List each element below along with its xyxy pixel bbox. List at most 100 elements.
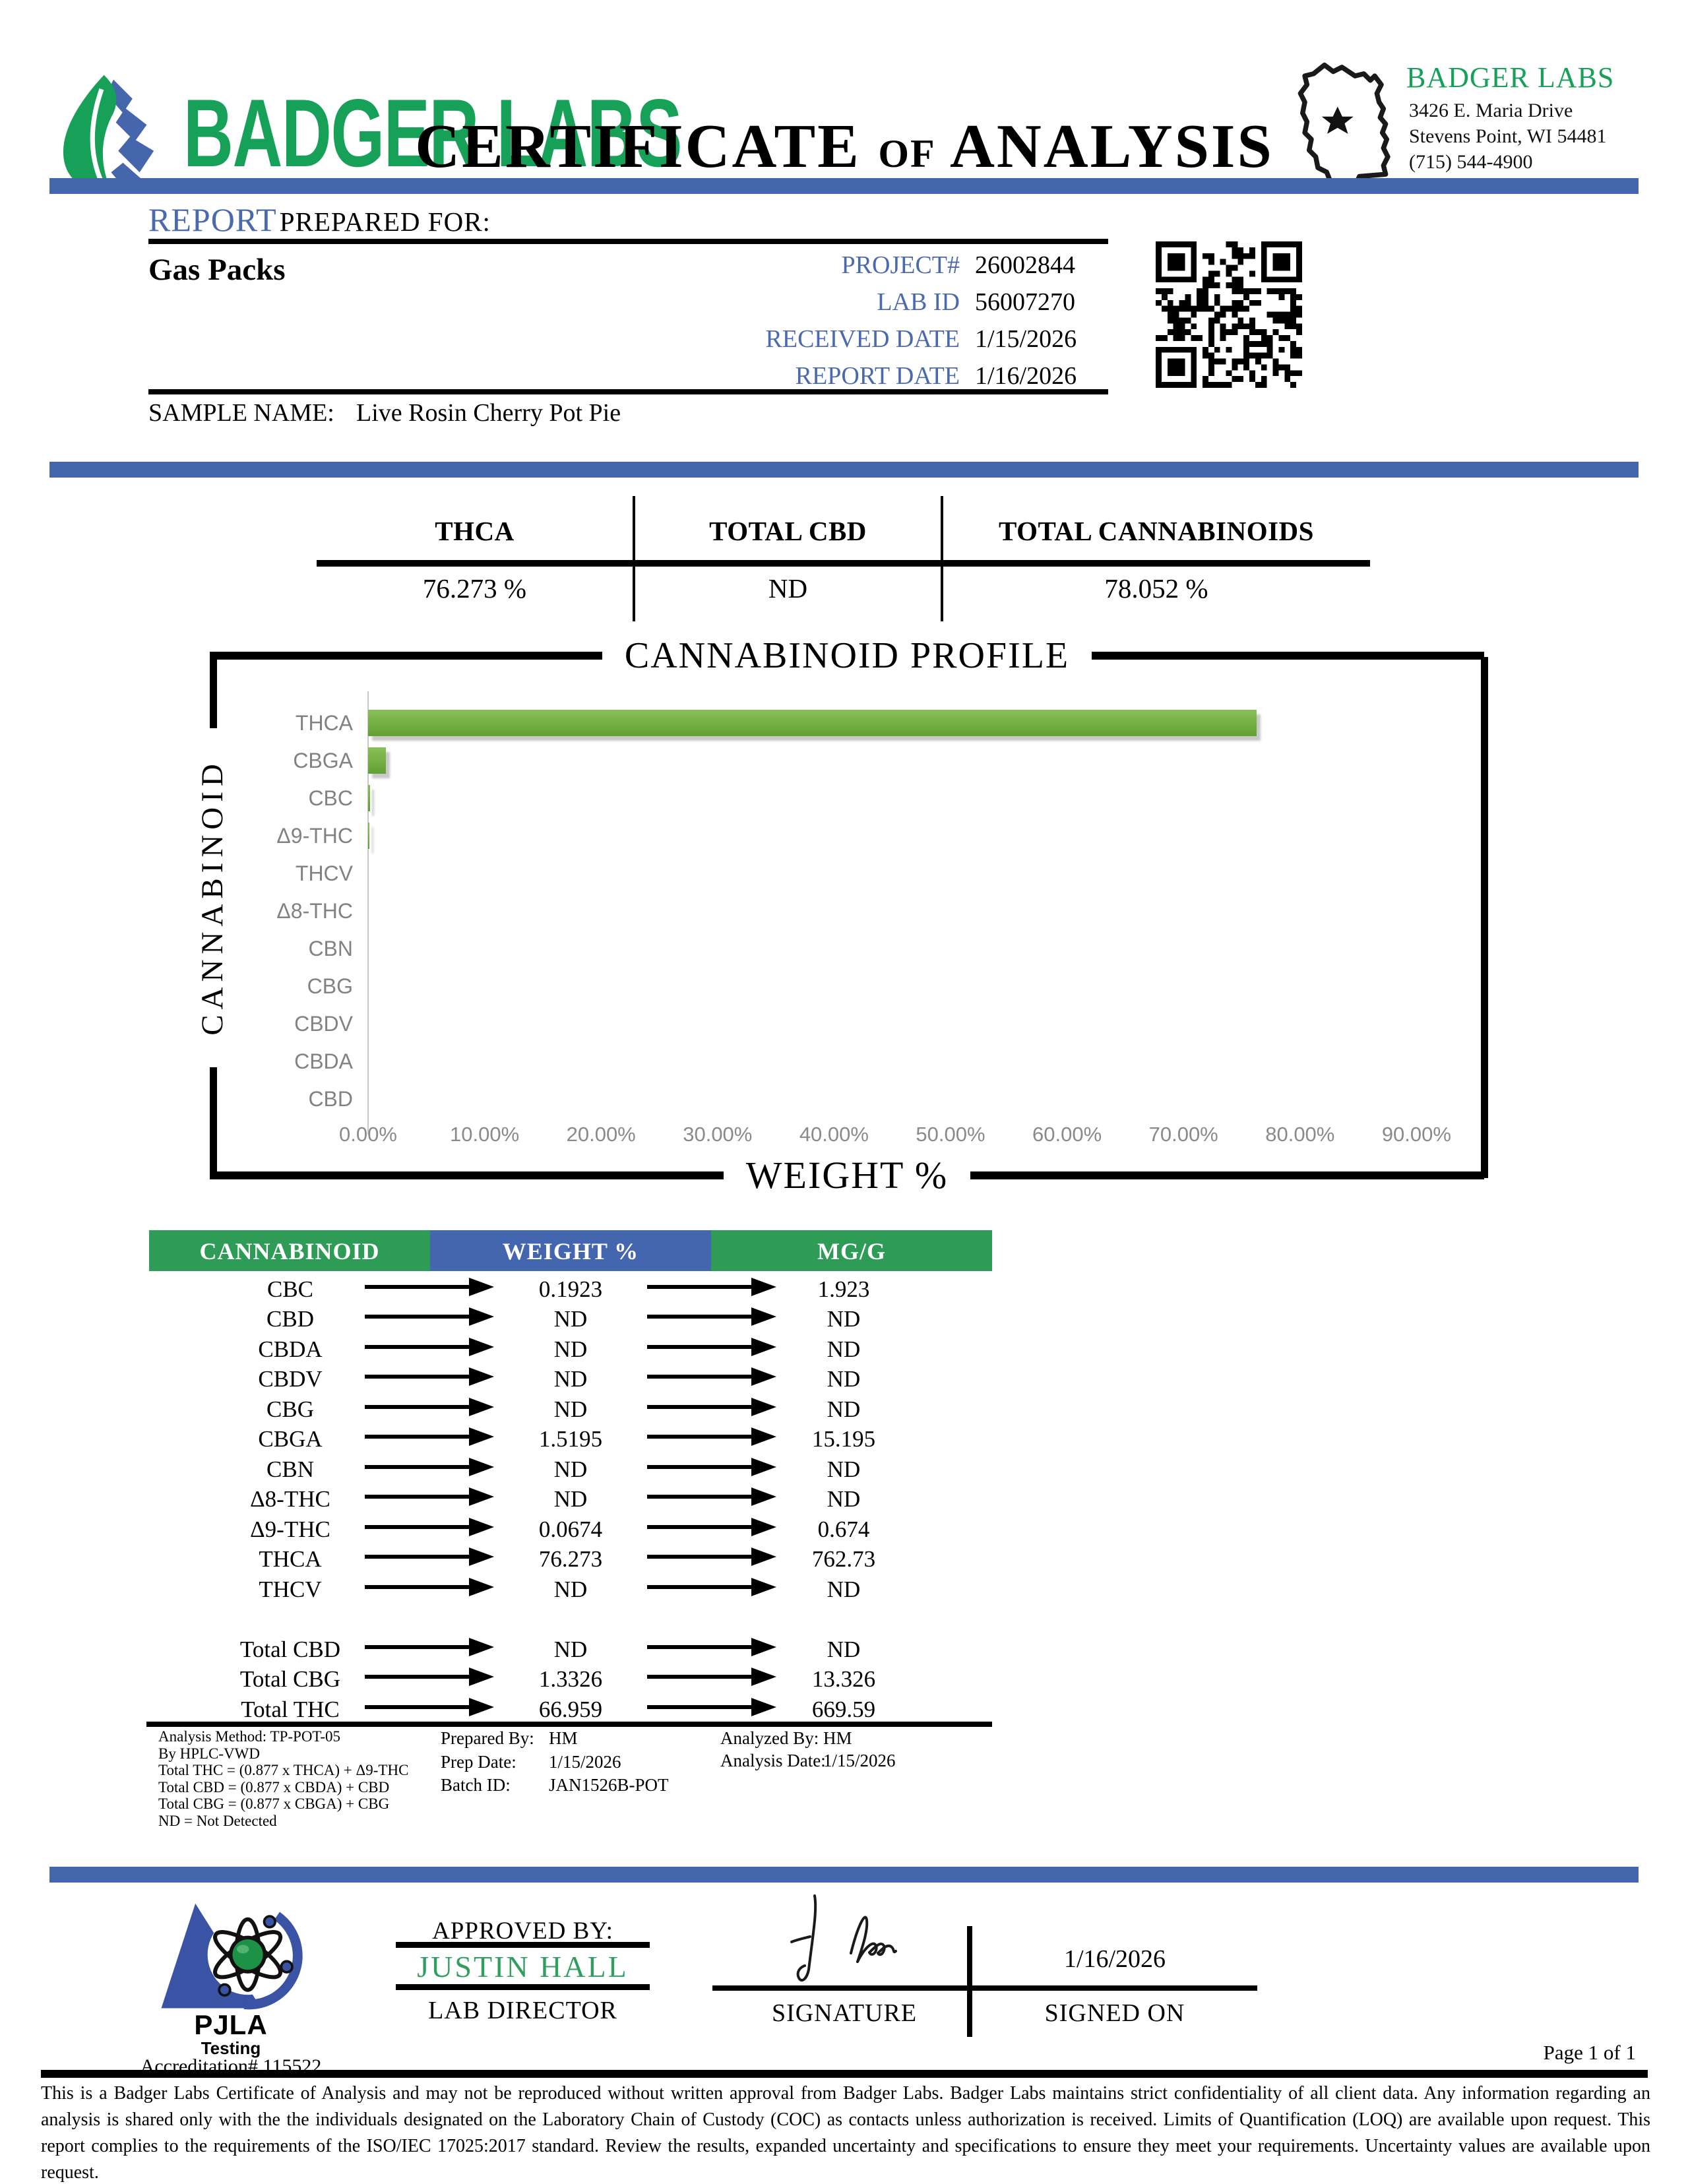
table-arrow-1 xyxy=(365,1486,497,1513)
lab-name: BADGER LABS xyxy=(1406,61,1615,94)
approved-line-bottom xyxy=(396,1984,650,1990)
table-cell-cannabinoid: CBC xyxy=(266,1276,314,1302)
table-cell-mgg: ND xyxy=(827,1336,861,1362)
table-row: THCA 76.273 762.73 xyxy=(148,1545,993,1575)
table-row: Total CBD ND ND xyxy=(148,1635,993,1665)
chart-bar xyxy=(368,747,386,774)
arrow-right-icon xyxy=(647,1367,776,1387)
chart-bar xyxy=(368,710,1257,736)
note-label: Batch ID: xyxy=(441,1775,511,1795)
chart-tick-label: 0.00% xyxy=(339,1123,397,1146)
table-cell-cannabinoid: THCA xyxy=(259,1546,322,1573)
table-cell-weight: ND xyxy=(553,1636,588,1662)
table-arrow-2 xyxy=(647,1516,778,1543)
arrow-right-icon xyxy=(647,1577,776,1596)
page-title: CERTIFICATE OF ANALYSIS xyxy=(415,112,1274,181)
page-number: Page 1 of 1 xyxy=(1543,2041,1636,2064)
chart-bar-row xyxy=(368,968,1417,1005)
pjla-sub: Testing xyxy=(201,2038,261,2058)
chart-tick-label: 50.00% xyxy=(916,1123,985,1146)
arrow-right-icon xyxy=(365,1577,494,1596)
table-row: Δ9-THC 0.0674 0.674 xyxy=(148,1514,993,1545)
method-note-line: Analysis Method: TP-POT-05 xyxy=(158,1728,341,1745)
chart-border-left-bottom xyxy=(210,1067,217,1178)
summary-thca: THCA 76.273 % xyxy=(317,496,633,621)
note-row: Prep Date: 1/15/2026 xyxy=(441,1752,621,1772)
report-field-label: PROJECT# xyxy=(841,251,960,279)
chart-axis-line xyxy=(367,691,369,1135)
signed-on-label: SIGNED ON xyxy=(1044,1999,1185,2027)
chart-bar-row xyxy=(368,780,1417,817)
arrow-right-icon xyxy=(365,1547,494,1567)
arrow-right-icon xyxy=(365,1367,494,1387)
signed-on-date: 1/16/2026 xyxy=(1063,1945,1166,1973)
table-cell-weight: ND xyxy=(553,1366,588,1392)
arrow-right-icon xyxy=(365,1337,494,1356)
method-note-line: Total CBG = (0.877 x CBGA) + CBG xyxy=(158,1795,390,1812)
signature-divider-vertical xyxy=(967,1926,972,2037)
table-header-weight: WEIGHT % xyxy=(430,1230,711,1271)
report-divider-line xyxy=(148,239,1108,244)
approved-line-top xyxy=(396,1942,650,1948)
report-field-value: 26002844 xyxy=(975,251,1075,279)
lab-address-line2: Stevens Point, WI 54481 xyxy=(1409,125,1607,147)
table-cell-weight: 1.5195 xyxy=(538,1426,603,1452)
approver-title: LAB DIRECTOR xyxy=(428,1997,617,2024)
arrow-right-icon xyxy=(365,1668,494,1687)
table-cell-mgg: ND xyxy=(827,1576,861,1602)
chart-bar-row xyxy=(368,742,1417,780)
table-arrow-2 xyxy=(647,1456,778,1483)
table-cell-cannabinoid: THCV xyxy=(259,1576,322,1602)
table-cell-cannabinoid: CBGA xyxy=(258,1426,323,1452)
table-cell-cannabinoid: Δ9-THC xyxy=(250,1516,330,1542)
chart-tick-label: 70.00% xyxy=(1148,1123,1218,1146)
table-cell-mgg: ND xyxy=(827,1486,861,1513)
summary-total-cbd-value: ND xyxy=(768,573,808,604)
table-row: CBD ND ND xyxy=(148,1305,993,1335)
chart-bar-row xyxy=(368,704,1417,742)
table-row: CBN ND ND xyxy=(148,1454,993,1485)
table-arrow-2 xyxy=(647,1366,778,1392)
report-field-label: REPORT DATE xyxy=(795,362,960,390)
chart-category-label: THCV xyxy=(295,861,353,885)
summary-strip: THCA 76.273 % TOTAL CBD ND TOTAL CANNABI… xyxy=(317,496,1372,621)
arrow-right-icon xyxy=(647,1337,776,1356)
table-cell-weight: ND xyxy=(553,1456,588,1482)
table-arrow-1 xyxy=(365,1306,497,1332)
report-field-value: 56007270 xyxy=(975,288,1075,316)
table-cell-weight: ND xyxy=(553,1336,588,1362)
chart-category-label: Δ8-THC xyxy=(276,899,353,923)
divider-bar-top xyxy=(49,178,1639,194)
signature-image xyxy=(752,1890,963,1993)
table-cell-cannabinoid: Δ8-THC xyxy=(250,1486,330,1513)
report-heading-rest: PREPARED FOR: xyxy=(279,206,491,237)
footer-line xyxy=(41,2070,1648,2078)
chart-tick-label: 90.00% xyxy=(1381,1123,1451,1146)
arrow-right-icon xyxy=(647,1697,776,1716)
table-cell-mgg: ND xyxy=(827,1306,861,1332)
note-value: HM xyxy=(549,1728,578,1748)
table-cell-mgg: ND xyxy=(827,1456,861,1482)
table-arrow-2 xyxy=(647,1697,778,1723)
report-field-label: RECEIVED DATE xyxy=(765,325,960,353)
table-header: CANNABINOID WEIGHT % MG/G xyxy=(149,1230,992,1271)
table-arrow-2 xyxy=(647,1666,778,1693)
table-arrow-1 xyxy=(365,1276,497,1303)
chart-bar-row xyxy=(368,930,1417,968)
table-header-mgg: MG/G xyxy=(711,1230,992,1271)
table-cell-mgg: 13.326 xyxy=(811,1666,876,1693)
note-label: Analyzed By: xyxy=(720,1728,819,1748)
chart-category-label: CBGA xyxy=(293,749,353,772)
chart-title: CANNABINOID PROFILE xyxy=(624,635,1070,676)
table-arrow-1 xyxy=(365,1546,497,1573)
arrow-right-icon xyxy=(647,1668,776,1687)
chart-title-line-left xyxy=(210,652,602,660)
arrow-right-icon xyxy=(365,1307,494,1326)
method-note-line: Total THC = (0.877 x THCA) + Δ9-THC xyxy=(158,1762,409,1778)
note-value: JAN1526B-POT xyxy=(549,1775,669,1795)
divider-bar-2 xyxy=(49,462,1639,478)
table-arrow-1 xyxy=(365,1516,497,1543)
table-arrow-1 xyxy=(365,1336,497,1363)
report-heading-blue: REPORT xyxy=(148,201,277,238)
